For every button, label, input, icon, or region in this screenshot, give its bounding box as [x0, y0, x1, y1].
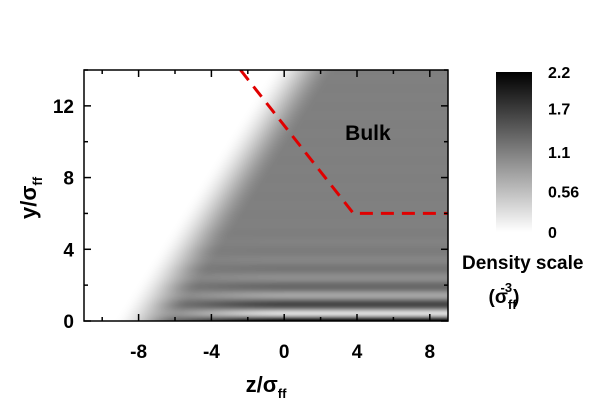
x-axis-ticks: -8 -4 0 4 8 — [101, 70, 436, 363]
colorbar-unit-sup: -3 — [501, 280, 513, 295]
colorbar-tick-label: 2.2 — [548, 65, 570, 82]
y-axis-label: y/σff — [16, 176, 45, 219]
colorbar-tick-label: 0 — [548, 225, 557, 242]
x-axis-label-sub: ff — [278, 386, 287, 401]
colorbar-unit: (σff -3) — [489, 280, 520, 312]
x-tick-label: -4 — [203, 342, 220, 363]
colorbar-gradient — [496, 72, 532, 232]
x-tick-label: 0 — [279, 342, 290, 363]
x-axis-label-main: z/σ — [246, 372, 278, 397]
y-tick-label: 8 — [63, 169, 74, 190]
colorbar-unit-suffix: ) — [513, 287, 519, 308]
y-axis-label-main: y/σ — [16, 186, 41, 219]
colorbar: 0 0.56 1.1 1.7 2.2 Density scale (σff -3) — [462, 65, 583, 312]
y-axis-ticks: 0 4 8 12 — [53, 69, 448, 333]
y-tick-label: 0 — [63, 312, 74, 333]
colorbar-ticks: 0 0.56 1.1 1.7 2.2 — [548, 65, 579, 242]
y-tick-label: 4 — [63, 240, 74, 261]
plot-area — [84, 70, 448, 321]
y-tick-label: 12 — [53, 97, 74, 118]
x-tick-label: 8 — [425, 342, 436, 363]
plot-frame — [83, 69, 449, 322]
x-tick-label: 4 — [352, 342, 363, 363]
colorbar-unit-sub: ff — [508, 297, 517, 312]
colorbar-tick-label: 1.7 — [548, 101, 570, 118]
colorbar-unit-prefix: (σ — [489, 287, 508, 308]
x-tick-label: -8 — [130, 342, 147, 363]
colorbar-tick-label: 1.1 — [548, 145, 570, 162]
colorbar-tick-label: 0.56 — [548, 184, 579, 201]
colorbar-title: Density scale — [462, 253, 583, 274]
y-axis-label-sub: ff — [30, 176, 45, 185]
bulk-annotation: Bulk — [345, 122, 391, 145]
heatmap-image — [84, 70, 448, 321]
x-axis-label: z/σff — [246, 372, 288, 401]
